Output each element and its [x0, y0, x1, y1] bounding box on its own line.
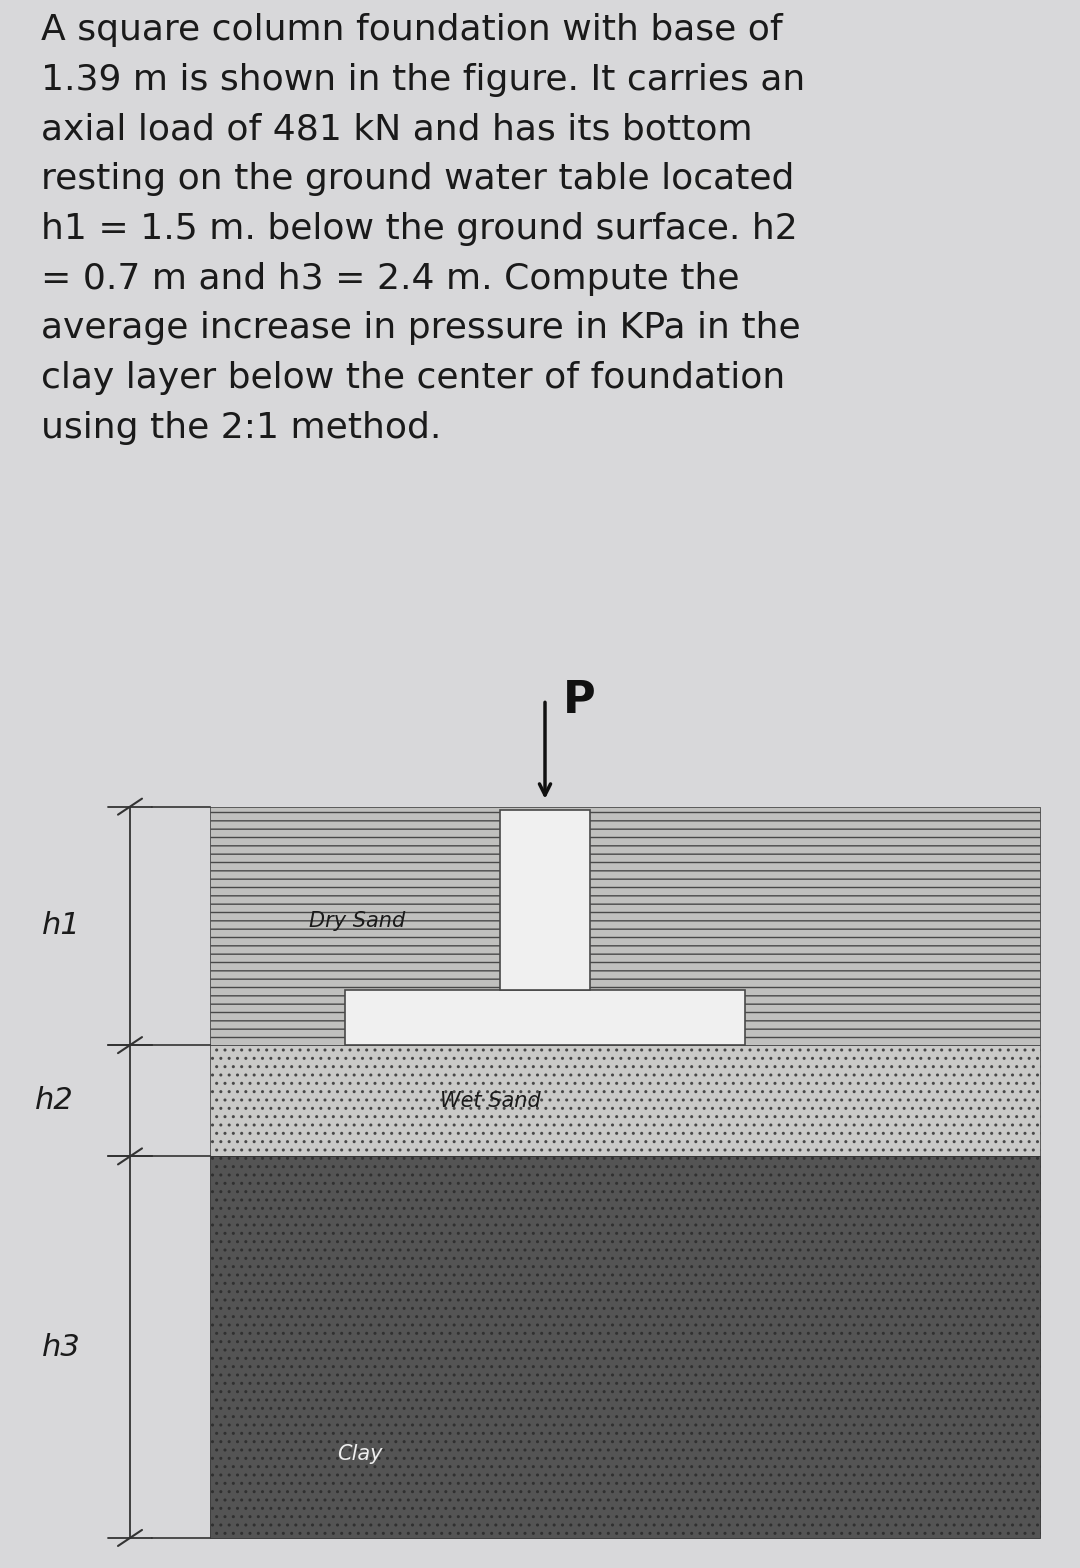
- Text: h1: h1: [42, 911, 81, 941]
- Text: h3: h3: [42, 1333, 81, 1361]
- Text: Clay: Clay: [337, 1444, 382, 1465]
- Bar: [210, 1046, 1040, 1157]
- Text: Dry Sand: Dry Sand: [309, 911, 406, 931]
- Bar: [210, 1157, 1040, 1538]
- Text: h2: h2: [35, 1087, 73, 1115]
- Text: Wet Sand: Wet Sand: [440, 1091, 540, 1110]
- Text: P: P: [563, 679, 596, 723]
- Text: A square column foundation with base of
1.39 m is shown in the figure. It carrie: A square column foundation with base of …: [41, 14, 806, 445]
- Bar: [345, 989, 745, 1046]
- Bar: [210, 806, 1040, 1046]
- Bar: [500, 809, 590, 989]
